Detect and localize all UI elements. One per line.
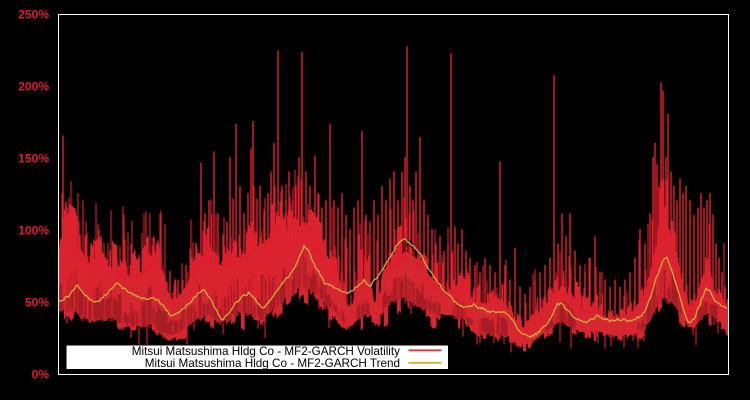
svg-text:250%: 250% [18,8,49,22]
svg-text:Mitsui Matsushima Hldg Co - MF: Mitsui Matsushima Hldg Co - MF2-GARCH Vo… [132,345,400,358]
svg-text:200%: 200% [18,80,49,94]
svg-text:0%: 0% [32,368,50,382]
svg-text:Mitsui Matsushima Hldg Co - MF: Mitsui Matsushima Hldg Co - MF2-GARCH Tr… [145,357,400,370]
svg-text:150%: 150% [18,152,49,166]
svg-text:50%: 50% [25,296,49,310]
svg-text:100%: 100% [18,224,49,238]
